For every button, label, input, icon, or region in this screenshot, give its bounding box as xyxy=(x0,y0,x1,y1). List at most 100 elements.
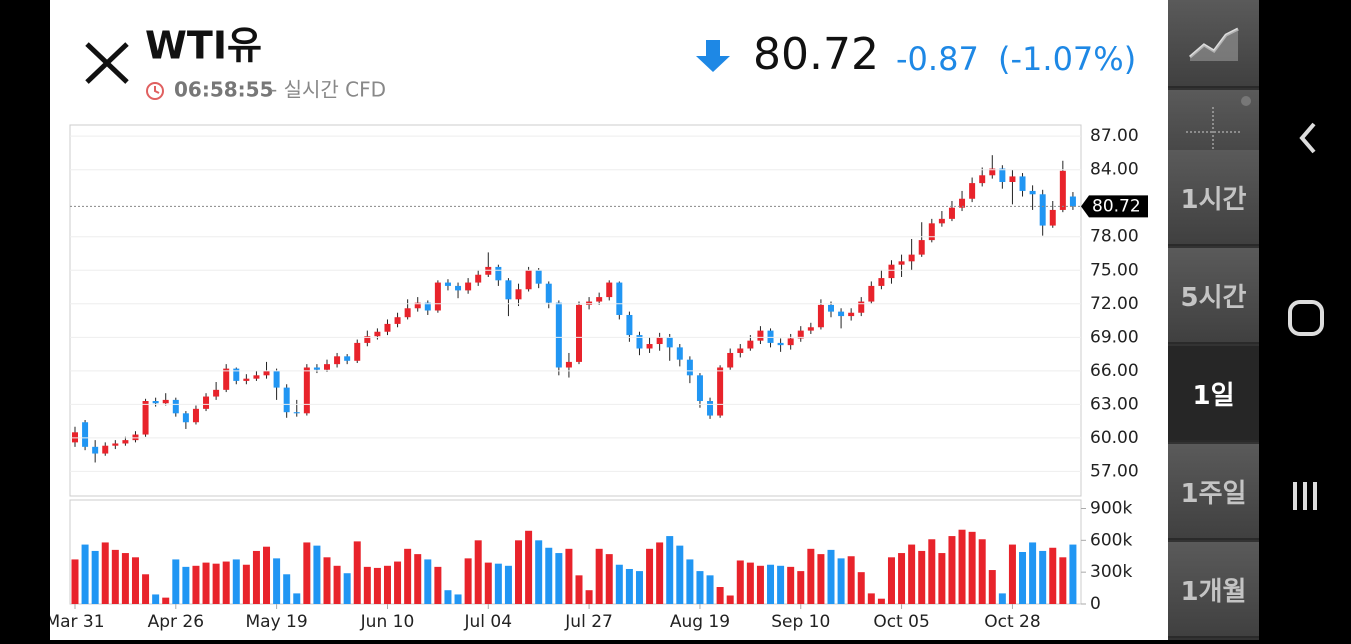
volume-bar xyxy=(676,545,684,604)
candle-body xyxy=(838,311,845,317)
volume-bar xyxy=(555,553,563,604)
candle-body xyxy=(182,413,189,423)
volume-bar xyxy=(787,566,795,604)
x-tick-label: Sep 10 xyxy=(771,612,830,632)
volume-bar xyxy=(232,559,240,604)
volume-bar xyxy=(605,554,613,604)
volume-bar xyxy=(777,565,785,604)
interval-button[interactable]: 1시간 xyxy=(1168,150,1259,246)
candle-body xyxy=(646,344,653,349)
candle-body xyxy=(676,347,683,360)
x-tick-label: Oct 05 xyxy=(873,612,929,632)
candle-body xyxy=(545,283,552,303)
crosshair-icon xyxy=(1186,96,1251,157)
volume-bar xyxy=(988,570,996,604)
candle-body xyxy=(424,302,431,311)
volume-bar xyxy=(293,593,301,604)
volume-bar xyxy=(464,558,472,604)
volume-bar xyxy=(182,566,190,604)
candle-body xyxy=(858,301,865,313)
candle-body xyxy=(959,198,966,208)
volume-bar xyxy=(242,564,250,604)
volume-bar xyxy=(192,565,200,604)
close-button[interactable] xyxy=(85,42,129,84)
candle-body xyxy=(213,389,220,397)
volume-bar xyxy=(283,574,291,604)
interval-button[interactable]: 1주일 xyxy=(1168,444,1259,540)
candle-body xyxy=(535,270,542,284)
y-tick-label: 75.00 xyxy=(1090,260,1139,280)
volume-bar xyxy=(756,565,764,604)
volume-bar xyxy=(898,553,906,604)
back-button[interactable] xyxy=(1299,122,1316,154)
candle-body xyxy=(797,330,804,339)
volume-bar xyxy=(857,572,865,604)
candle-body xyxy=(132,434,139,441)
candle-body xyxy=(1059,170,1066,210)
interval-button[interactable]: 1개월 xyxy=(1168,542,1259,638)
volume-bar xyxy=(474,540,482,604)
volume-bar xyxy=(928,539,936,604)
y-tick-label: 78.00 xyxy=(1090,227,1139,247)
volume-bar xyxy=(736,560,744,604)
volume-tick-label: 600k xyxy=(1090,530,1132,550)
candle-body xyxy=(162,399,169,404)
volume-bar xyxy=(908,544,916,604)
chart-type-button[interactable] xyxy=(1168,0,1259,88)
candle-body xyxy=(142,401,149,435)
volume-bar xyxy=(535,540,543,604)
volume-bar xyxy=(121,553,129,604)
candle-body xyxy=(394,317,401,324)
candle-body xyxy=(1009,176,1016,182)
candle-body xyxy=(444,282,451,286)
volume-bar xyxy=(837,558,845,604)
title: WTI유 xyxy=(145,24,262,68)
volume-bar xyxy=(746,562,754,604)
last-price-tag xyxy=(1081,195,1148,218)
volume-bar xyxy=(202,562,210,604)
volume-bar xyxy=(1029,542,1037,604)
candle-body xyxy=(696,375,703,402)
volume-bar xyxy=(91,550,99,604)
candle-body xyxy=(888,264,895,279)
interval-button[interactable]: 1일 xyxy=(1168,346,1259,442)
volume-bar xyxy=(444,590,452,604)
down-arrow xyxy=(696,40,730,72)
x-tick-label: Jun 10 xyxy=(360,612,415,632)
volume-bar xyxy=(656,542,664,604)
volume-bar xyxy=(726,595,734,604)
home-button[interactable] xyxy=(1288,300,1324,336)
candle-body xyxy=(666,337,673,348)
volume-bar xyxy=(847,556,855,604)
recents-button[interactable] xyxy=(1293,482,1317,510)
volume-bar xyxy=(615,564,623,604)
candle-body xyxy=(303,367,310,414)
candle-body xyxy=(787,338,794,346)
candle-body xyxy=(1069,196,1076,207)
volume-bar xyxy=(625,568,633,604)
panel-bg xyxy=(50,0,1168,640)
candle-body xyxy=(1039,194,1046,226)
candle-body xyxy=(384,323,391,332)
volume-bar xyxy=(525,530,533,604)
volume-bar xyxy=(343,573,351,604)
volume-bar xyxy=(706,575,714,604)
y-tick-label: 69.00 xyxy=(1090,327,1139,347)
volume-bar xyxy=(313,545,321,604)
volume-tick-label: 0 xyxy=(1090,594,1101,614)
x-tick-label: Mar 31 xyxy=(45,612,104,632)
volume-bar xyxy=(394,561,402,604)
candle-body xyxy=(636,335,643,349)
candle-body xyxy=(455,285,462,291)
candle-body xyxy=(122,440,129,444)
clock-icon xyxy=(146,82,164,100)
candle-body xyxy=(767,330,774,343)
candle-body xyxy=(969,183,976,199)
y-tick-label: 57.00 xyxy=(1090,461,1139,481)
y-tick-label: 66.00 xyxy=(1090,361,1139,381)
candle-body xyxy=(727,352,734,368)
chart-panel: WTI유 06:58:55 - 실시간 CFD 80.72 -0.87 (-1.… xyxy=(45,0,1168,640)
volume-bar xyxy=(998,593,1006,604)
interval-button[interactable]: 5시간 xyxy=(1168,248,1259,344)
change: -0.87 xyxy=(896,40,979,78)
